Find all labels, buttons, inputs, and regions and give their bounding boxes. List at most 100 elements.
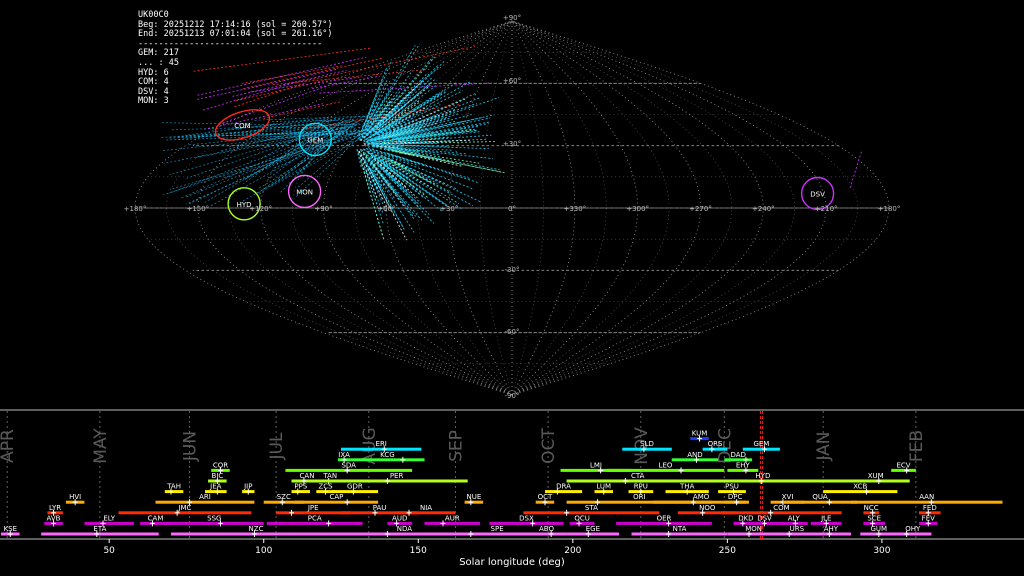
radiant-circle-mon	[287, 174, 322, 209]
meteor-trail	[397, 131, 480, 141]
radiant-label-mon: MON	[296, 188, 313, 196]
shower-bar-hvi: HVI	[65, 493, 85, 506]
meteor-trail	[378, 104, 441, 136]
meteor-trail	[376, 154, 414, 176]
shower-label-sda: SDA	[341, 461, 356, 469]
shower-label-kcg: KCG	[380, 451, 395, 459]
shower-bar-gdr: GDR	[331, 483, 379, 495]
shower-label-amo: AMO	[693, 493, 710, 501]
shower-bar-tha: THA	[665, 483, 709, 495]
shower-label-gem: GEM	[753, 440, 769, 448]
meteor-trail	[369, 163, 415, 233]
shower-bar-gem: GEM	[742, 440, 780, 453]
month-label-sep: SEP	[446, 430, 466, 462]
x-axis-ticks: 50 100 150 200 250 300	[103, 539, 891, 556]
shower-bar-aan: AAN	[851, 493, 1003, 506]
shower-label-cap: CAP	[329, 493, 343, 501]
shower-label-cam: CAM	[148, 514, 164, 522]
shower-label-per: PER	[390, 472, 404, 480]
meteor-trail	[193, 47, 372, 72]
month-labels: APR MAY JUN JUL AUG SEP OCT NOV DEC JAN FEB	[0, 411, 927, 539]
meteor-trail	[374, 56, 434, 125]
shower-label-aly: ALY	[788, 514, 801, 522]
month-label-aug: AUG	[360, 427, 380, 464]
shower-label-dra: DRA	[556, 483, 571, 491]
shower-bar-psu: PSU	[718, 483, 746, 495]
meteor-trail	[387, 100, 422, 125]
meteor-trail	[393, 130, 434, 139]
shower-bar-dpc: DPC	[724, 493, 746, 506]
month-label-jul: JUL	[267, 432, 287, 460]
shower-bar-rect	[891, 468, 916, 472]
shower-label-szc: SZC	[277, 493, 291, 501]
meteor-trail	[384, 146, 467, 155]
meteor-trail	[258, 118, 361, 195]
shower-bar-rect	[566, 500, 712, 504]
shower-bar-kcg: KCG	[350, 451, 425, 463]
shower-bar-nta: NTA	[631, 525, 728, 537]
shower-bar-ori: ORI	[566, 493, 712, 506]
meteor-trail	[365, 105, 423, 140]
right-ascension-line	[385, 20, 513, 396]
shower-label-ege: EGE	[586, 525, 600, 533]
shower-label-xum: XUM	[868, 472, 884, 480]
meteor-trail	[297, 133, 328, 167]
shower-label-leo: LEO	[659, 461, 673, 469]
x-tick-label: 150	[410, 546, 427, 556]
meteor-trail	[178, 123, 356, 137]
shower-bar-nda: NDA	[325, 525, 484, 537]
shower-label-aud: AUD	[392, 514, 407, 522]
meteor-trail	[395, 97, 480, 132]
meteor-trail	[271, 119, 355, 122]
meteor-trail	[363, 139, 471, 145]
shower-bar-rect	[164, 490, 184, 494]
shower-bar-rect	[823, 490, 898, 494]
ra-tick-label: 0°	[508, 205, 516, 213]
shower-bar-lmi: LMI	[560, 461, 632, 474]
count-dsv: DSV: 4	[138, 86, 169, 97]
shower-bar-rect	[733, 521, 759, 525]
meteor-trail	[372, 145, 412, 152]
shower-bar-pca: PCA	[266, 514, 363, 527]
meteor-trail	[380, 155, 474, 207]
sky-grid-labels: +180° +150° +120° +90° +60° +30° 0° +330° +300° +…	[124, 14, 901, 400]
meteor-trail	[392, 150, 506, 174]
meteor-trail	[241, 132, 380, 135]
meteor-trail	[398, 129, 477, 141]
shower-bar-ixa: IXA	[337, 451, 351, 463]
shower-stats-text: UK00C0 Beg: 20251212 17:14:16 (sol = 260…	[138, 10, 332, 107]
shower-bar-rect	[894, 532, 932, 536]
meteor-trail	[379, 148, 413, 156]
shower-bar-rect	[560, 468, 632, 472]
shower-bar-aly: ALY	[779, 514, 808, 527]
meteor-trail	[232, 69, 347, 97]
shower-bar-ohy: OHY	[894, 525, 932, 537]
shower-bar-ors: ORS	[702, 440, 728, 453]
shower-bar-gum: GUM	[860, 525, 898, 537]
meteor-trail	[359, 85, 418, 141]
shower-bar-nia: NIA	[396, 504, 456, 516]
shower-bar-ely: ELY	[84, 514, 134, 527]
shower-bar-ehy: EHY	[727, 461, 759, 474]
meteor-trail	[283, 131, 337, 134]
meteor-trail	[369, 126, 424, 142]
shower-label-gum: GUM	[871, 525, 888, 533]
shower-bar-rect	[727, 532, 780, 536]
meteor-trail	[400, 152, 464, 167]
meteor-trail	[372, 113, 449, 140]
radiant-label-gem: GEM	[307, 136, 323, 144]
shower-bar-jle: JLE	[810, 514, 842, 527]
meteor-trail	[371, 130, 470, 144]
meteor-trail	[365, 148, 447, 185]
meteor-trail	[377, 102, 478, 139]
shower-bar-rect	[118, 511, 252, 515]
shower-bar-rect	[851, 500, 1003, 504]
right-ascension-line	[511, 20, 544, 396]
meteor-trail	[365, 127, 428, 143]
meteor-trail	[319, 82, 492, 94]
shower-label-lum: LUM	[596, 483, 611, 491]
shower-label-pca: PCA	[308, 514, 322, 522]
meteor-trail	[368, 158, 423, 221]
dec-tick-label: -30°	[505, 266, 520, 274]
ra-tick-label: +120°	[249, 205, 272, 213]
